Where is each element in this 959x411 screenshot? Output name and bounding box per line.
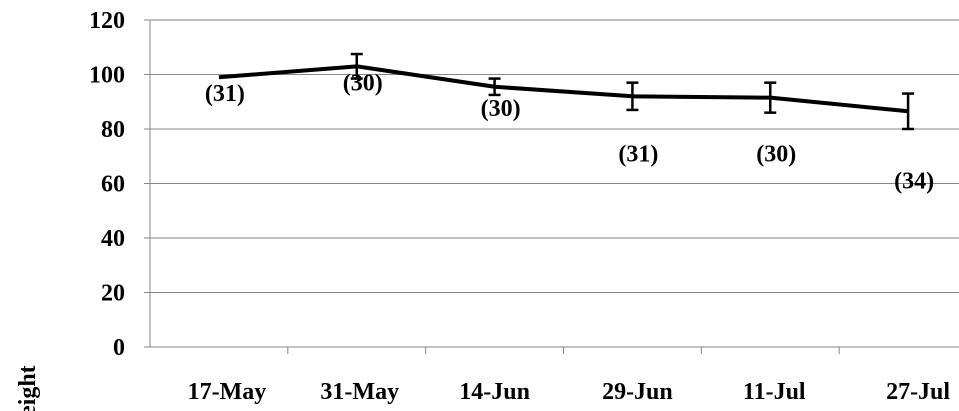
error-bar (350, 52, 363, 80)
y-tick-label: 60 (101, 172, 125, 198)
y-tick-label: 0 (113, 335, 125, 361)
data-labels: (31) (30) (30) (31) (30) (34) (205, 70, 934, 194)
y-tick-labels: 0 20 40 60 80 100 120 (89, 8, 125, 361)
error-bar (902, 92, 915, 131)
y-axis-label: eight (15, 365, 41, 411)
data-label: (31) (618, 141, 658, 167)
data-label: (34) (894, 168, 934, 194)
x-tick-label: 14-Jun (459, 379, 530, 405)
data-label: (30) (481, 96, 521, 122)
x-tick-label: 17-May (188, 379, 267, 405)
x-tick-label: 11-Jul (743, 379, 806, 405)
data-label: (31) (205, 81, 245, 107)
x-tick-label: 31-May (320, 379, 399, 405)
y-tick-label: 40 (101, 226, 125, 252)
error-bar (626, 81, 639, 112)
data-label: (30) (343, 70, 383, 96)
x-tick-labels: 17-May 31-May 14-Jun 29-Jun 11-Jul 27-Jul (188, 379, 951, 405)
x-tick-label: 29-Jun (602, 379, 673, 405)
series-line (218, 64, 909, 114)
y-tick-label: 20 (101, 281, 125, 307)
y-tick-label: 80 (101, 117, 125, 143)
y-tick-label: 120 (89, 8, 125, 34)
x-tick-label: 27-Jul (886, 379, 950, 405)
axes (144, 19, 959, 354)
data-label: (30) (756, 142, 796, 168)
error-bar (488, 77, 501, 97)
series (218, 52, 915, 131)
gridlines (150, 19, 959, 293)
error-bar (764, 81, 777, 114)
y-tick-label: 100 (89, 63, 125, 89)
